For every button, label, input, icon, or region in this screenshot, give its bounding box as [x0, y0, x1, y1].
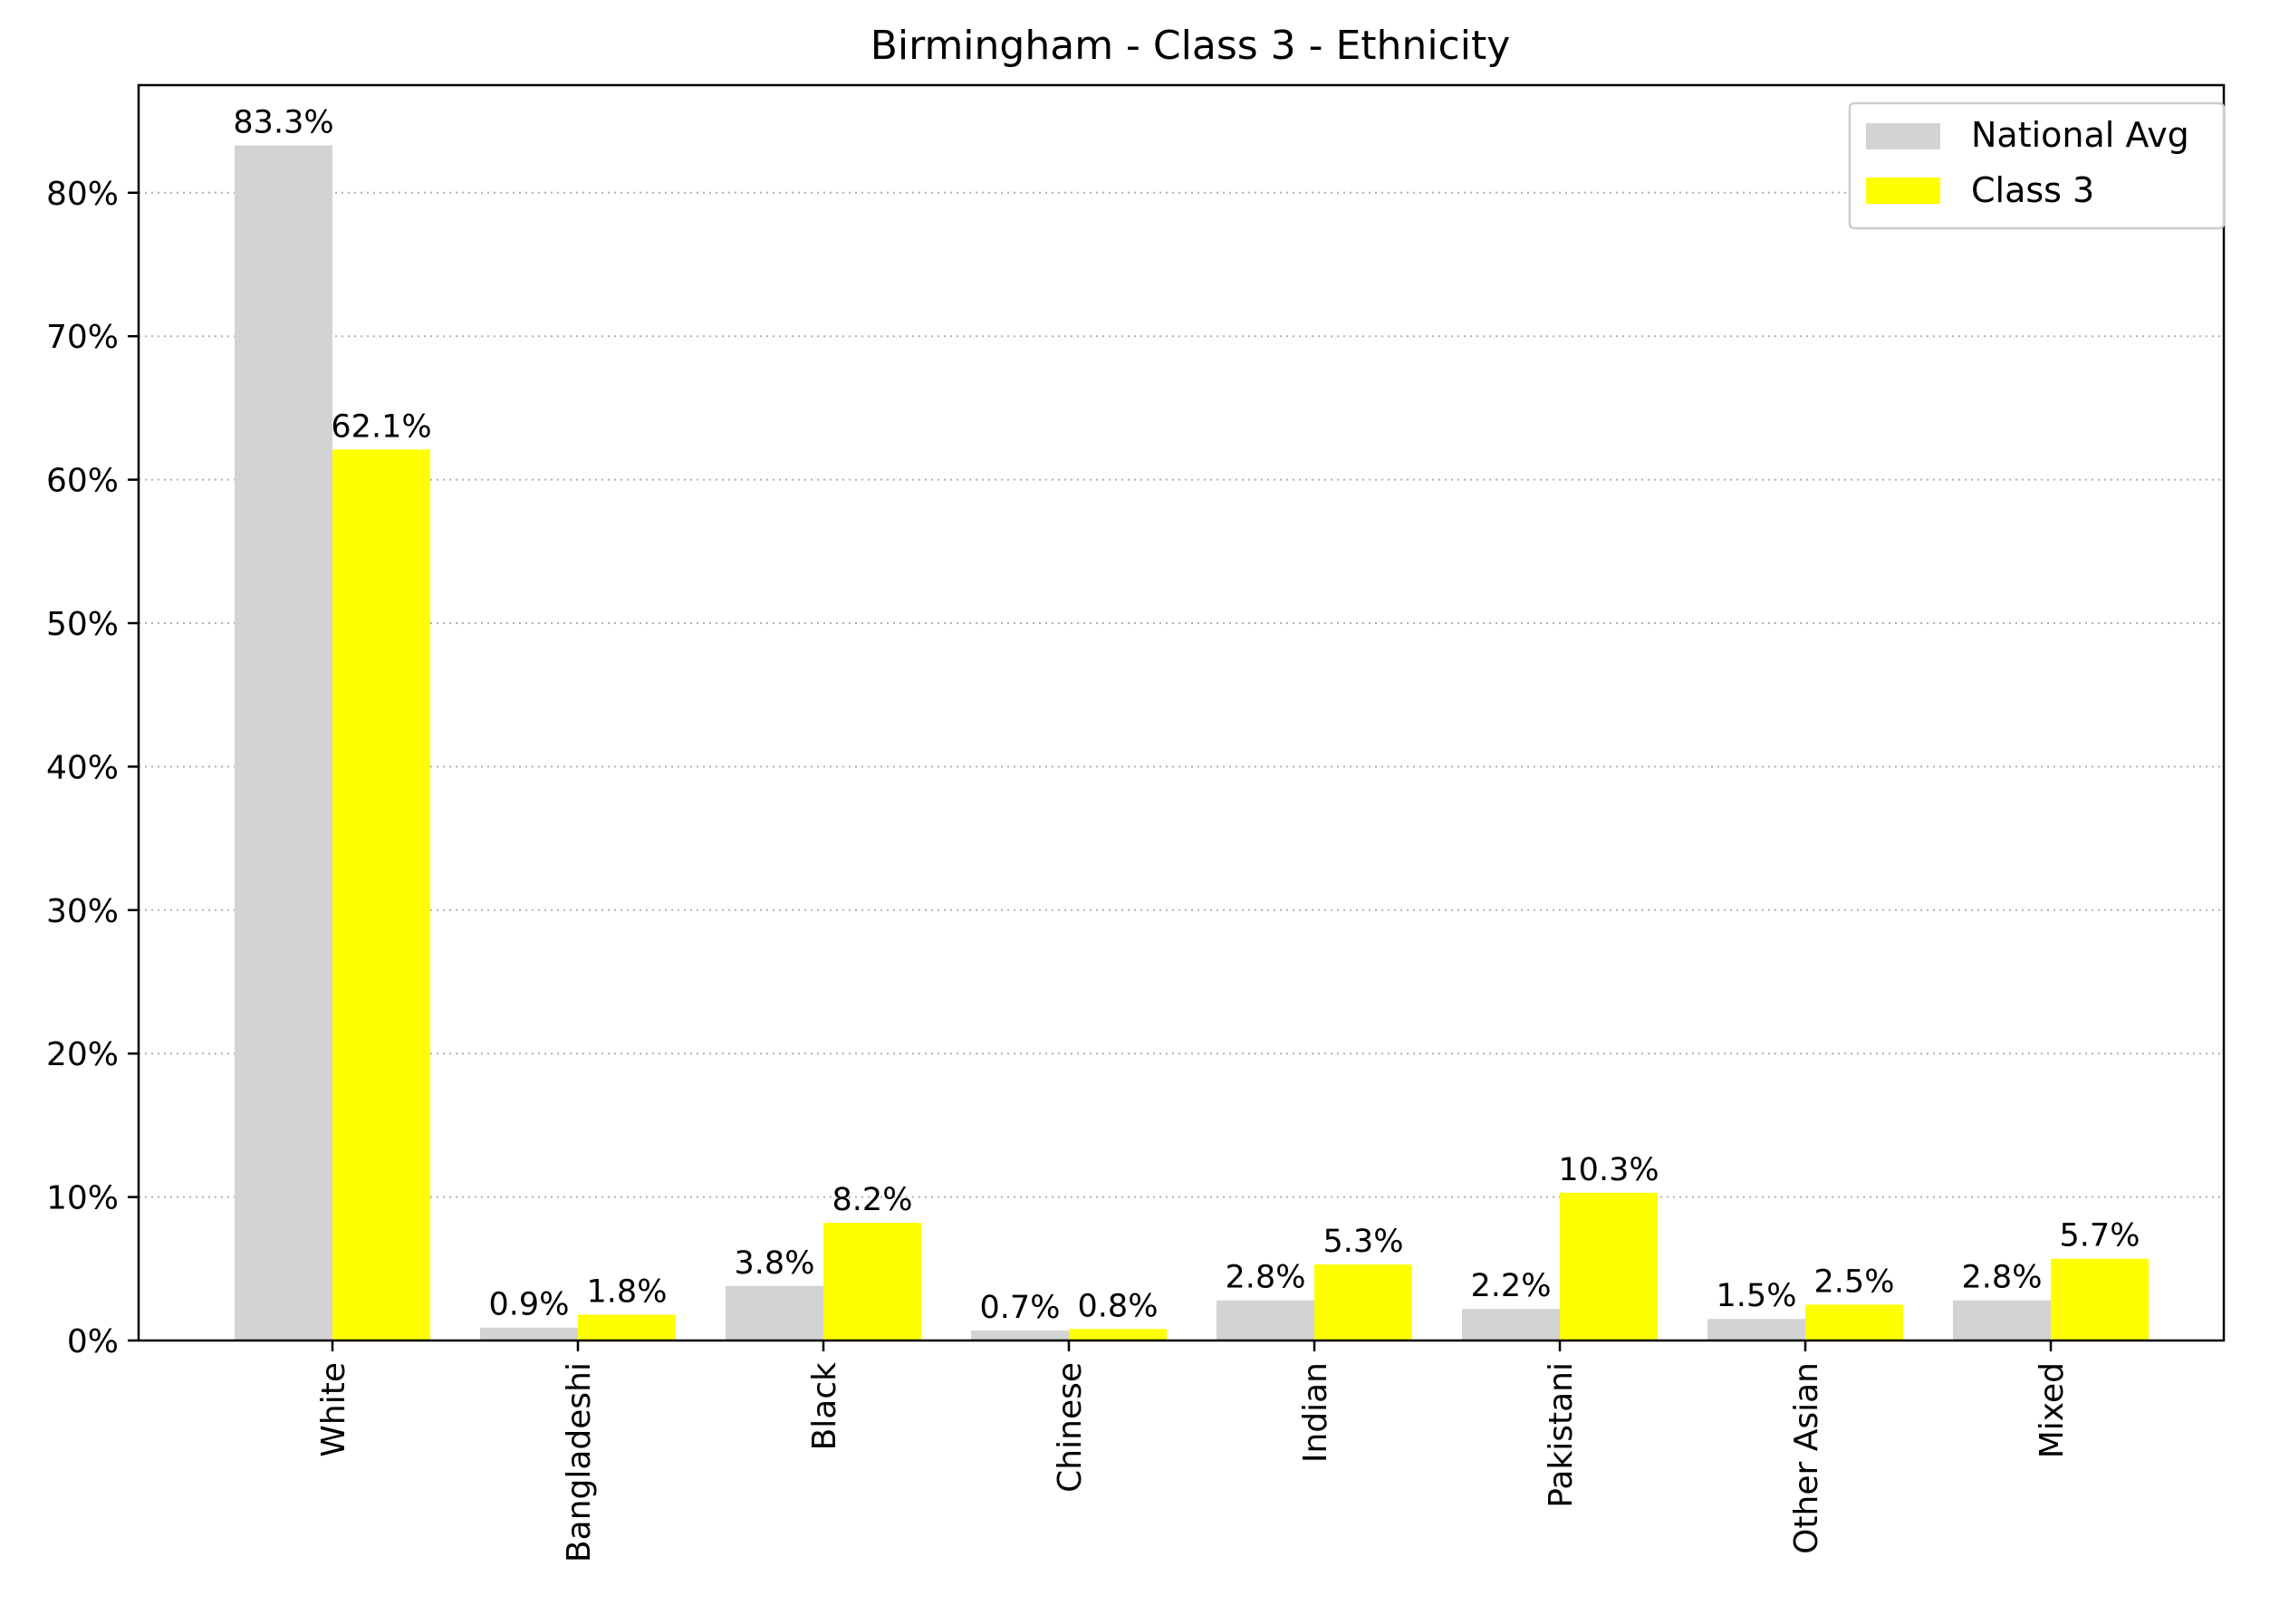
bar-black-class-3 — [823, 1223, 921, 1341]
data-label-black-class-3: 8.2% — [832, 1182, 913, 1218]
legend: National Avg Class 3 — [1848, 101, 2226, 230]
y-tick-label-80: 80% — [46, 176, 119, 213]
legend-box — [1848, 101, 2226, 230]
legend-label-national-avg: National Avg — [1971, 115, 2189, 155]
data-label-other-asian-class-3: 2.5% — [1814, 1264, 1895, 1300]
bar-pakistani-national-avg — [1462, 1309, 1560, 1341]
data-label-chinese-class-3: 0.8% — [1078, 1288, 1159, 1324]
bar-white-class-3 — [332, 449, 430, 1341]
x-axis: White Bangladeshi Black Chinese Indian Pakist… — [315, 1341, 2071, 1562]
bar-pakistani-class-3 — [1560, 1192, 1658, 1341]
data-label-pakistani-class-3: 10.3% — [1558, 1152, 1659, 1188]
data-label-white-class-3: 62.1% — [331, 408, 431, 445]
bar-black-national-avg — [726, 1285, 823, 1341]
bar-chinese-national-avg — [971, 1330, 1069, 1341]
data-label-bangladeshi-national-avg: 0.9% — [489, 1287, 570, 1323]
plot-area-frame — [137, 83, 2226, 1342]
data-label-other-asian-national-avg: 1.5% — [1717, 1278, 1797, 1314]
gridlines — [139, 191, 2224, 1198]
bar-white-national-avg — [235, 145, 332, 1341]
y-tick-label-0: 0% — [67, 1323, 119, 1360]
x-tick-label-chinese: Chinese — [1052, 1362, 1089, 1493]
y-tick-label-20: 20% — [46, 1036, 119, 1073]
bar-indian-class-3 — [1314, 1264, 1412, 1341]
data-label-indian-class-3: 5.3% — [1323, 1224, 1404, 1260]
data-label-black-national-avg: 3.8% — [735, 1245, 815, 1282]
bar-other-asian-class-3 — [1805, 1304, 1903, 1341]
data-label-mixed-national-avg: 2.8% — [1962, 1260, 2043, 1296]
bar-indian-national-avg — [1217, 1300, 1314, 1341]
x-tick-label-pakistani: Pakistani — [1543, 1362, 1580, 1508]
y-tick-label-40: 40% — [46, 749, 119, 786]
data-label-chinese-national-avg: 0.7% — [980, 1290, 1061, 1326]
x-tick-label-bangladeshi: Bangladeshi — [561, 1362, 598, 1562]
bar-bangladeshi-class-3 — [578, 1314, 676, 1341]
y-tick-label-60: 60% — [46, 463, 119, 500]
legend-swatch-class-3 — [1866, 178, 1940, 204]
x-tick-label-indian: Indian — [1297, 1362, 1334, 1463]
legend-label-class-3: Class 3 — [1971, 170, 2094, 210]
y-tick-label-70: 70% — [46, 319, 119, 356]
chart-title: Birmingham - Class 3 - Ethnicity — [870, 23, 1511, 69]
bar-other-asian-national-avg — [1707, 1319, 1805, 1341]
x-tick-label-white: White — [315, 1362, 352, 1457]
bar-chinese-class-3 — [1069, 1329, 1167, 1341]
data-label-indian-national-avg: 2.8% — [1226, 1260, 1306, 1296]
y-axis: 0% 10% 20% 30% 40% 50% 60% 70% 80% — [46, 176, 139, 1360]
x-tick-label-other-asian: Other Asian — [1788, 1362, 1825, 1554]
x-tick-label-black: Black — [806, 1362, 843, 1451]
legend-swatch-national-avg — [1866, 123, 1940, 149]
y-tick-label-50: 50% — [46, 606, 119, 643]
x-tick-label-mixed: Mixed — [2034, 1362, 2071, 1458]
data-labels-group: 83.3% 62.1% 0.9% 1.8% 3.8% 8.2% 0.7% 0.8% 2.8% 5.… — [233, 105, 2140, 1326]
y-tick-label-30: 30% — [46, 893, 119, 930]
data-label-white-national-avg: 83.3% — [233, 105, 333, 141]
y-tick-label-10: 10% — [46, 1180, 119, 1217]
bar-mixed-national-avg — [1953, 1300, 2051, 1341]
data-label-pakistani-national-avg: 2.2% — [1471, 1268, 1552, 1304]
bar-bangladeshi-national-avg — [480, 1327, 578, 1341]
data-label-mixed-class-3: 5.7% — [2060, 1218, 2140, 1254]
bars-group — [235, 145, 2149, 1341]
bar-mixed-class-3 — [2051, 1258, 2149, 1341]
data-label-bangladeshi-class-3: 1.8% — [587, 1273, 668, 1310]
